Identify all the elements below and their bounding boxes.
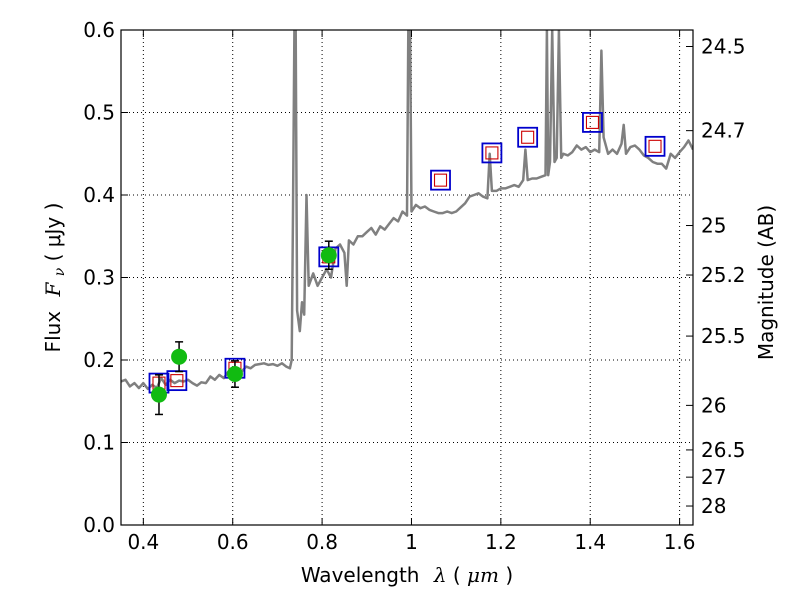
spectrum-layer [121,30,693,391]
x-tick-label: 1.2 [485,530,517,554]
model-photometry-point [481,142,503,164]
model-square-outer [582,112,603,133]
y-tick-label: 0.1 [83,431,115,455]
x-tick-label: 1.6 [664,530,696,554]
model-square-outer [481,142,503,164]
right-tick-label: 26.5 [701,438,746,462]
model-square-inner [433,173,448,187]
observed-dot [320,247,337,264]
right-tick-label: 24.5 [701,35,746,59]
y-axis-label: Flux F ν ( μJy ) [41,203,69,353]
observed-photometry-point [320,240,337,270]
model-square-outer [517,126,539,148]
right-tick-label: 28 [701,494,726,518]
y-tick-label: 0.3 [83,266,115,290]
right-tick-label: 27 [701,465,726,489]
model-square-inner [648,139,662,153]
right-tick-label: 26 [701,393,726,417]
model-photometry-point [430,169,451,191]
x-tick-label: 0.6 [217,530,249,554]
model-photometry-point [582,112,603,133]
right-tick-label: 25 [701,214,726,238]
y-tick-label: 0.2 [83,348,115,372]
model-photometry-point [517,126,539,148]
y-tick-label: 0.5 [83,101,115,125]
model-square-inner [585,115,600,129]
model-square-inner [485,146,499,160]
right-tick-label: 25.5 [701,324,746,348]
y-tick-label: 0.0 [83,513,115,537]
model-photometry-point [644,135,666,157]
model-square-outer [644,135,666,157]
observed-photometry-point [150,374,167,416]
model-square-inner [170,374,184,388]
observed-dot [226,366,243,383]
x-tick-label: 0.4 [127,530,159,554]
y-tick-label: 0.4 [83,183,115,207]
right-axis-label: Magnitude (AB) [754,205,778,360]
x-tick-label: 1 [405,530,418,554]
right-tick-label: 24.7 [701,119,746,143]
y-tick-label: 0.6 [83,18,115,42]
axis-ticks: 0.4 0.6 0.8 1 1.2 1.4 1.6 0.0 0.1 0.2 0.3 0.4 0.5 0.6… [83,18,745,554]
model-square-inner [521,130,535,144]
observed-photometry-point [171,341,188,373]
observed-photometry-layer [150,240,337,416]
observed-photometry-point [226,360,243,388]
right-tick-label: 25.2 [701,263,746,287]
x-axis-label: Wavelength λ ( μm ) [301,563,513,587]
spectrum-line [121,30,693,391]
x-tick-label: 0.8 [306,530,338,554]
model-square-outer [430,169,451,191]
x-tick-label: 1.4 [574,530,606,554]
observed-dot [150,386,167,403]
observed-dot [171,348,188,365]
